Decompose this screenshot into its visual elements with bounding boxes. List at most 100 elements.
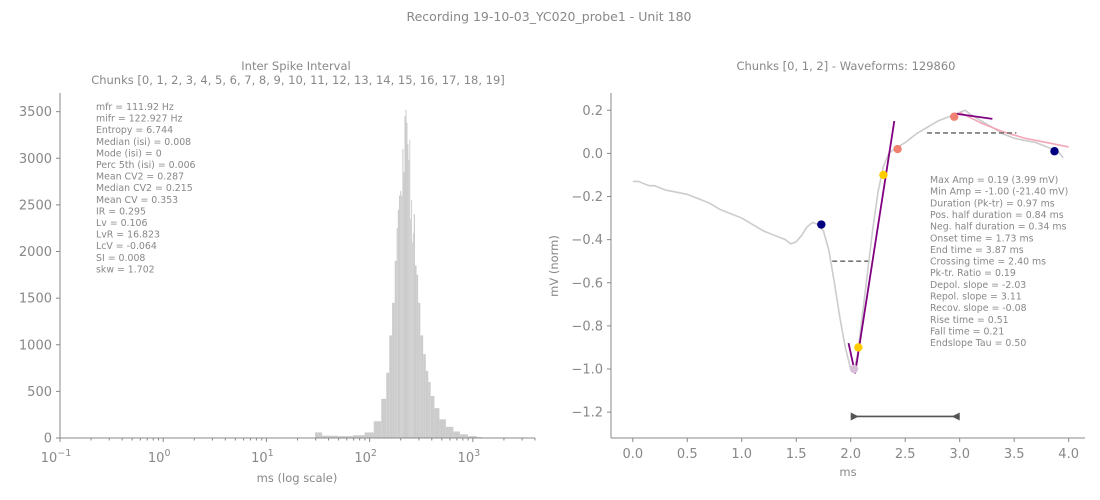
isi-bar [467, 436, 477, 438]
waveform-y-tick-label: −1.0 [571, 363, 603, 378]
isi-y-tick-label: 1000 [19, 338, 52, 353]
isi-stat-line: mifr = 122.927 Hz [96, 114, 183, 125]
waveform-y-tick-label: −0.8 [571, 319, 603, 334]
waveform-panel: Chunks [0, 1, 2] - Waveforms: 129860 0.0… [547, 59, 1085, 479]
isi-stat-line: Median CV2 = 0.215 [96, 183, 193, 194]
isi-bar [412, 232, 414, 438]
isi-x-label: ms (log scale) [257, 471, 338, 485]
isi-histogram-panel: Inter Spike Interval Chunks [0, 1, 2, 3,… [19, 59, 536, 485]
waveform-x-ticks: 0.0 0.5 1.0 1.5 2.0 2.5 3.0 3.5 4.0 [622, 438, 1079, 462]
isi-bar [337, 436, 354, 438]
figure-suptitle: Recording 19-10-03_YC020_probe1 - Unit 1… [406, 9, 691, 24]
isi-y-tick-label: 2000 [19, 245, 52, 260]
waveform-y-label: mV (norm) [547, 235, 561, 297]
isi-bar [399, 195, 401, 438]
isi-x-tick-label: 103 [458, 448, 481, 466]
isi-stat-line: SI = 0.008 [96, 253, 145, 264]
isi-title: Inter Spike Interval [241, 59, 350, 73]
isi-stat-line: skw = 1.702 [96, 264, 155, 275]
slope-line [854, 120, 896, 374]
isi-stat-line: Entropy = 6.744 [96, 125, 173, 136]
isi-y-tick-label: 0 [44, 432, 52, 447]
slope-line [954, 112, 993, 120]
isi-bar [407, 144, 409, 438]
waveform-x-tick-label: 0.0 [622, 447, 643, 462]
waveform-y-tick-label: −0.6 [571, 276, 603, 291]
waveform-y-tick-label: 0.2 [582, 104, 603, 119]
waveform-line [632, 109, 1064, 372]
isi-bar [453, 431, 460, 438]
waveform-plot-area [632, 109, 1069, 421]
waveform-stat-line: Rise time = 0.51 [930, 315, 1009, 326]
waveform-x-tick-label: 2.5 [895, 447, 916, 462]
waveform-y-tick-label: −0.4 [571, 233, 603, 248]
waveform-stat-line: Depol. slope = -2.03 [930, 280, 1026, 291]
isi-bar [397, 209, 399, 438]
waveform-stat-line: Endslope Tau = 0.50 [930, 338, 1026, 349]
isi-bar [428, 382, 431, 438]
isi-x-tick-label: 102 [354, 448, 377, 466]
isi-bar [459, 434, 468, 438]
isi-bar [389, 335, 393, 438]
isi-bar [402, 148, 404, 438]
isi-bar [410, 218, 412, 438]
crossing-marker [854, 343, 863, 352]
isi-y-tick-label: 1500 [19, 292, 52, 307]
isi-y-ticks: 0 500 1000 1500 2000 2500 3000 3500 [19, 105, 60, 447]
isi-bar [405, 109, 407, 438]
isi-bar [401, 195, 403, 438]
waveform-stat-line: Duration (Pk-tr) = 0.97 ms [930, 198, 1055, 209]
waveform-stat-line: Neg. half duration = 0.34 ms [930, 222, 1067, 233]
waveform-stat-line: Fall time = 0.21 [930, 326, 1004, 337]
end-marker [1050, 147, 1059, 156]
isi-x-tick-label: 100 [148, 448, 171, 466]
isi-bar [373, 421, 382, 438]
isi-bar [434, 408, 440, 438]
waveform-stat-line: Onset time = 1.73 ms [930, 233, 1034, 244]
isi-stat-line: LcV = -0.064 [96, 241, 157, 252]
waveform-stat-line: Min Amp = -1.00 (-21.40 mV) [930, 187, 1068, 198]
isi-stat-line: Median (isi) = 0.008 [96, 137, 191, 148]
isi-bar [408, 160, 410, 438]
isi-bar [413, 214, 415, 438]
duration-arrow-head-left [850, 412, 859, 421]
duration-arrow-head-right [951, 412, 960, 421]
isi-bar [394, 260, 397, 438]
isi-bar [414, 265, 417, 438]
waveform-x-label: ms [839, 465, 856, 479]
isi-bar [353, 435, 365, 438]
waveform-x-tick-label: 1.0 [731, 447, 752, 462]
isi-subtitle: Chunks [0, 1, 2, 3, 4, 5, 6, 7, 8, 9, 10… [91, 73, 505, 87]
waveform-title: Chunks [0, 1, 2] - Waveforms: 129860 [736, 59, 955, 73]
isi-stat-line: Lv = 0.106 [96, 218, 147, 229]
isi-bar [425, 370, 429, 438]
isi-bar [364, 432, 374, 438]
isi-x-ticks: 10−1 100 101 102 103 [41, 438, 480, 466]
waveform-y-ticks: 0.2 0.0 −0.2 −0.4 −0.6 −0.8 −1.0 −1.2 [571, 104, 611, 421]
isi-bar [386, 372, 390, 438]
isi-bar [416, 274, 419, 438]
waveform-y-tick-label: −0.2 [571, 190, 603, 205]
waveform-x-tick-label: 0.5 [677, 447, 698, 462]
recovery-fit-line [959, 111, 1069, 148]
waveform-stat-line: Max Amp = 0.19 (3.99 mV) [930, 175, 1058, 186]
isi-y-tick-label: 2500 [19, 198, 52, 213]
isi-bar [381, 398, 387, 438]
isi-stat-line: IR = 0.295 [96, 206, 146, 217]
isi-bar [403, 172, 405, 438]
waveform-x-tick-label: 3.0 [949, 447, 970, 462]
isi-y-tick-label: 3500 [19, 105, 52, 120]
peak-marker [950, 112, 959, 121]
isi-bar [445, 426, 454, 438]
onset-marker [817, 220, 826, 229]
isi-bar [418, 302, 421, 438]
waveform-stat-line: Pk-tr. Ratio = 0.19 [930, 268, 1016, 279]
isi-bar [404, 116, 406, 438]
waveform-x-tick-label: 4.0 [1058, 447, 1079, 462]
trough-marker [849, 364, 859, 374]
waveform-stats-text: Max Amp = 0.19 (3.99 mV)Min Amp = -1.00 … [930, 175, 1068, 349]
peak-marker [893, 144, 902, 154]
isi-stat-line: Mean CV2 = 0.287 [96, 172, 184, 183]
